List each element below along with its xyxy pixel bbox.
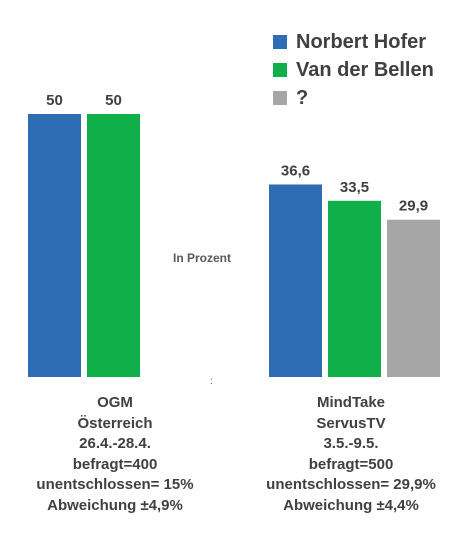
legend-item-unknown: ? — [273, 84, 434, 112]
caption-line: Abweichung ±4,9% — [47, 496, 183, 514]
legend-swatch — [273, 35, 287, 49]
caption-line: befragt=400 — [72, 455, 158, 473]
unit-label: In Prozent — [173, 251, 232, 265]
data-label-1-0: 36,6 — [281, 162, 310, 179]
bar-1-2 — [387, 219, 440, 377]
legend-swatch — [273, 91, 287, 105]
data-label-0-0: 50 — [46, 92, 63, 109]
group-caption-mindtake: MindTake ServusTV 3.5.-9.5. befragt=500 … — [236, 393, 466, 517]
bar-1-1 — [328, 200, 381, 377]
caption-line: Österreich — [77, 414, 153, 432]
legend-label: ? — [296, 86, 309, 109]
data-label-1-2: 29,9 — [399, 198, 428, 215]
legend-item-van-der-bellen: Van der Bellen — [273, 56, 434, 84]
legend-swatch — [273, 63, 287, 77]
caption-line: unentschlossen= 15% — [36, 476, 194, 494]
legend-label: Norbert Hofer — [296, 30, 427, 53]
legend-item-norbert-hofer: Norbert Hofer — [273, 28, 434, 56]
caption-line: 26.4.-28.4. — [79, 435, 151, 453]
caption-line: OGM — [97, 394, 133, 411]
data-label-0-1: 50 — [105, 92, 122, 109]
group-caption-ogm: OGM Österreich 26.4.-28.4. befragt=400 u… — [0, 393, 230, 517]
legend: Norbert Hofer Van der Bellen ? — [273, 28, 434, 112]
caption-line: 3.5.-9.5. — [323, 435, 379, 453]
legend-label: Van der Bellen — [296, 58, 434, 81]
caption-line: unentschlossen= 29,9% — [266, 476, 436, 494]
bar-0-1 — [87, 114, 140, 377]
bar-1-0 — [269, 184, 322, 377]
data-label-1-1: 33,5 — [340, 179, 369, 196]
caption-line: ServusTV — [316, 414, 386, 432]
footnote-mark: : — [210, 376, 213, 387]
caption-line: Abweichung ±4,4% — [283, 496, 419, 514]
bar-0-0 — [28, 114, 81, 377]
caption-line: MindTake — [316, 394, 386, 411]
caption-line: befragt=500 — [308, 455, 394, 473]
